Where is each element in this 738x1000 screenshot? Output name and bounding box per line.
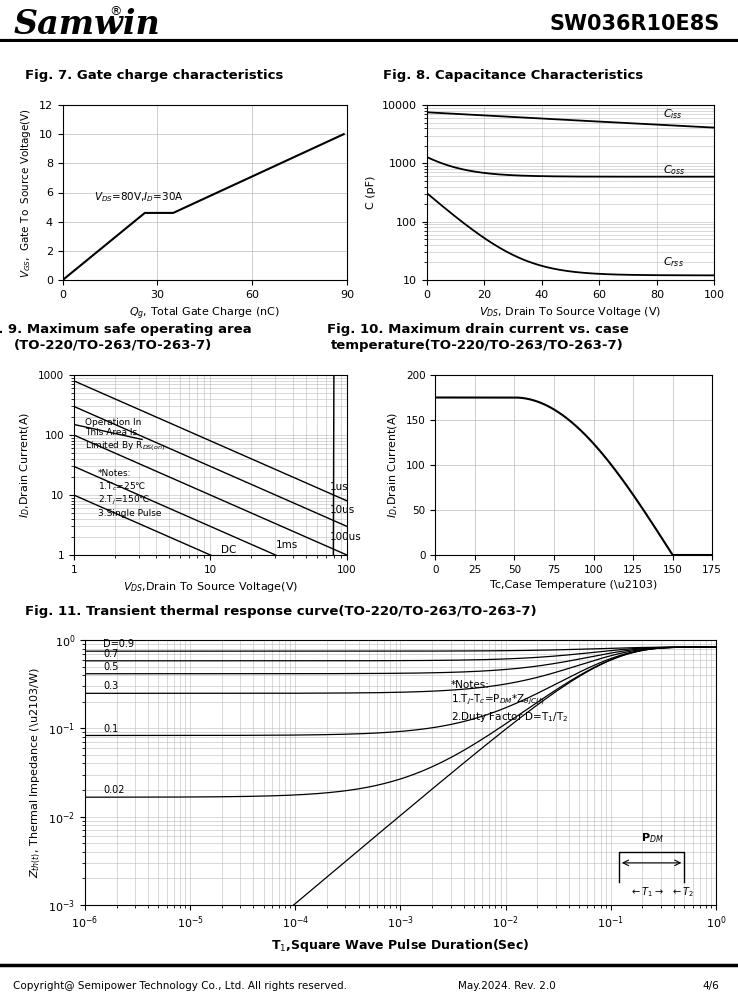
X-axis label: T$_1$,Square Wave Pulse Duration(Sec): T$_1$,Square Wave Pulse Duration(Sec)	[271, 937, 530, 954]
Text: 0.5: 0.5	[103, 662, 119, 672]
Text: 10us: 10us	[330, 505, 355, 515]
Text: *Notes:
1.T$_c$=25℃
2.T$_j$=150℃
3.Single Pulse: *Notes: 1.T$_c$=25℃ 2.T$_j$=150℃ 3.Singl…	[98, 469, 162, 518]
Text: DC: DC	[221, 545, 236, 555]
Text: 0.7: 0.7	[103, 649, 119, 659]
Text: $\leftarrow T_1\rightarrow$: $\leftarrow T_1\rightarrow$	[630, 885, 663, 899]
Text: Operation In
This Area Is
Limited By R$_{DS(on)}$: Operation In This Area Is Limited By R$_…	[85, 418, 165, 453]
Text: D=0.9: D=0.9	[103, 639, 134, 649]
Text: *Notes:
1.T$_j$-T$_c$=P$_{DM}$*Z$_{\theta jC(t)}$
2.Duty Factor D=T$_1$/T$_2$: *Notes: 1.T$_j$-T$_c$=P$_{DM}$*Z$_{\thet…	[450, 680, 568, 724]
Text: Samwin: Samwin	[13, 8, 160, 41]
Text: $\leftarrow T_2$: $\leftarrow T_2$	[671, 885, 694, 899]
Text: Fig. 11. Transient thermal response curve(TO-220/TO-263/TO-263-7): Fig. 11. Transient thermal response curv…	[25, 605, 537, 618]
X-axis label: Tc,Case Temperature (\u2103): Tc,Case Temperature (\u2103)	[490, 580, 658, 590]
Y-axis label: $I_D$,Drain Current(A): $I_D$,Drain Current(A)	[18, 412, 32, 518]
Text: Fig. 10. Maximum drain current vs. case
temperature(TO-220/TO-263/TO-263-7): Fig. 10. Maximum drain current vs. case …	[327, 324, 628, 352]
Text: 4/6: 4/6	[703, 981, 720, 991]
Text: $C_{iss}$: $C_{iss}$	[663, 107, 683, 121]
Text: P$_{DM}$: P$_{DM}$	[641, 831, 664, 845]
Text: 0.1: 0.1	[103, 724, 119, 734]
Y-axis label: C (pF): C (pF)	[366, 176, 376, 209]
Text: Fig. 9. Maximum safe operating area
(TO-220/TO-263/TO-263-7): Fig. 9. Maximum safe operating area (TO-…	[0, 324, 251, 352]
Text: Copyright@ Semipower Technology Co., Ltd. All rights reserved.: Copyright@ Semipower Technology Co., Ltd…	[13, 981, 348, 991]
Text: $V_{DS}$=80V,$I_D$=30A: $V_{DS}$=80V,$I_D$=30A	[94, 190, 184, 204]
Text: Fig. 8. Capacitance Characteristics: Fig. 8. Capacitance Characteristics	[384, 70, 644, 83]
Text: ®: ®	[109, 5, 122, 18]
Text: Fig. 7. Gate charge characteristics: Fig. 7. Gate charge characteristics	[24, 70, 283, 83]
Text: 100us: 100us	[330, 532, 362, 542]
Text: 1us: 1us	[330, 482, 348, 492]
X-axis label: $Q_g$, Total Gate Charge (nC): $Q_g$, Total Gate Charge (nC)	[129, 305, 280, 322]
Y-axis label: $I_D$,Drain Current(A): $I_D$,Drain Current(A)	[387, 412, 401, 518]
Text: May.2024. Rev. 2.0: May.2024. Rev. 2.0	[458, 981, 555, 991]
X-axis label: $V_{DS}$, Drain To Source Voltage (V): $V_{DS}$, Drain To Source Voltage (V)	[480, 305, 661, 319]
Text: 1ms: 1ms	[275, 540, 297, 550]
Y-axis label: $V_{GS}$,  Gate To  Source Voltage(V): $V_{GS}$, Gate To Source Voltage(V)	[19, 107, 33, 278]
Text: $C_{rss}$: $C_{rss}$	[663, 255, 683, 269]
Text: 0.02: 0.02	[103, 785, 125, 795]
Text: SW036R10E8S: SW036R10E8S	[549, 14, 720, 34]
Text: $C_{oss}$: $C_{oss}$	[663, 163, 685, 177]
Y-axis label: $Z_{th(t)}$, Thermal Impedance (\u2103/W): $Z_{th(t)}$, Thermal Impedance (\u2103/W…	[28, 667, 43, 878]
X-axis label: $V_{DS}$,Drain To Source Voltage(V): $V_{DS}$,Drain To Source Voltage(V)	[123, 580, 298, 594]
Text: 0.3: 0.3	[103, 681, 119, 691]
